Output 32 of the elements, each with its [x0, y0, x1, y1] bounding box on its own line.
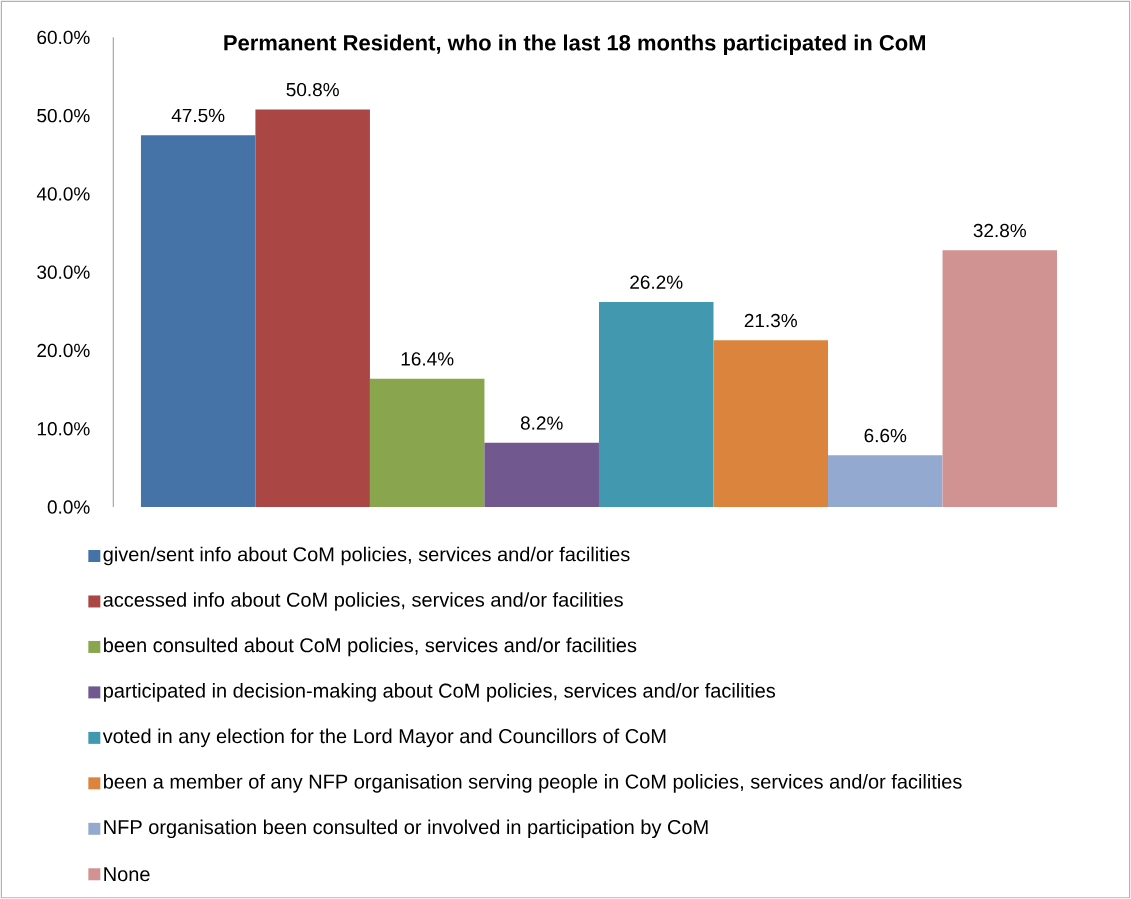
legend-label: been consulted about CoM policies, services and/or facilities	[104, 637, 637, 657]
y-tick-label: 60.0%	[37, 30, 90, 45]
y-tick-label: 20.0%	[37, 343, 90, 358]
y-tick-label: 50.0%	[37, 108, 90, 123]
bar	[942, 250, 1058, 507]
data-label: 6.6%	[864, 428, 907, 443]
legend-label: participated in decision-making about CoM policies, services and/or facilities	[104, 683, 776, 702]
legend-label: accessed info about CoM policies, services and/or facilities	[103, 592, 623, 611]
y-tick-label: 40.0%	[36, 187, 90, 201]
data-label: 8.2%	[520, 416, 563, 430]
legend-label: NFP organisation been consulted or involved in participation by CoM	[104, 819, 708, 839]
bar	[369, 378, 485, 507]
bar	[598, 301, 714, 507]
y-tick-label: 30.0%	[37, 265, 90, 279]
bar	[713, 340, 829, 507]
data-label: 47.5%	[171, 108, 225, 123]
y-tick-label: 0.0%	[47, 500, 90, 514]
bar	[484, 442, 599, 507]
data-label: 21.3%	[744, 313, 797, 328]
legend-label: None	[104, 867, 150, 882]
legend-label: been a member of any NFP organisation serving people in CoM policies, services and/or facilities	[104, 773, 962, 793]
y-tick-label: 10.0%	[37, 421, 90, 436]
bar	[255, 109, 370, 507]
data-label: 32.8%	[973, 223, 1027, 238]
data-label: 16.4%	[401, 352, 454, 366]
data-label: 50.8%	[286, 82, 339, 97]
legend-label: voted in any election for the Lord Mayor and Councillors of CoM	[102, 728, 666, 748]
legend-label: given/sent info about CoM policies, services and/or facilities	[103, 546, 630, 566]
bar	[828, 455, 943, 507]
chart-title: Permanent Resident, who in the last 18 months participated in CoM	[224, 34, 926, 55]
data-label: 26.2%	[630, 275, 683, 289]
bar	[140, 135, 256, 507]
